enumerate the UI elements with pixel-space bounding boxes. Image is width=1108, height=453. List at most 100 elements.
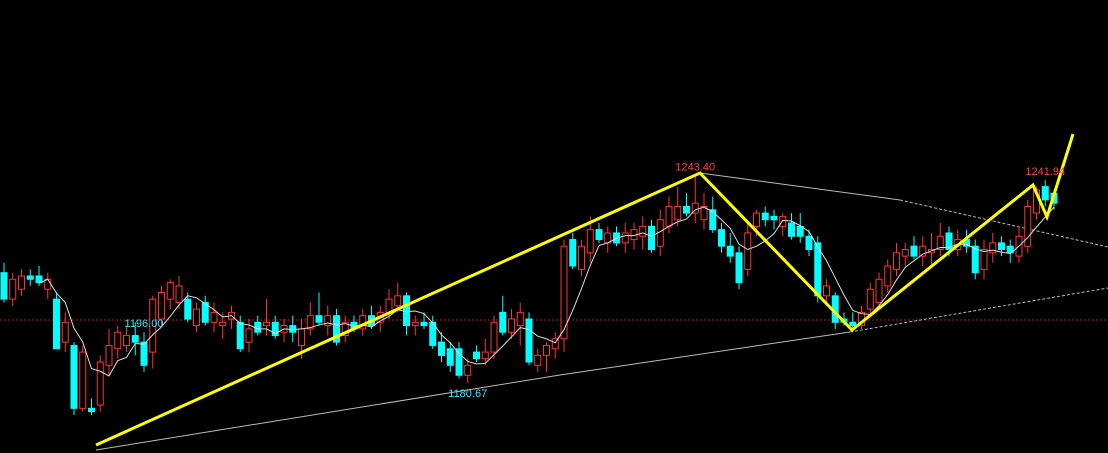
candle-body <box>9 278 17 300</box>
extreme-label: 1243.40 <box>675 161 715 173</box>
candle-body <box>1006 245 1014 254</box>
candle-body <box>490 321 498 353</box>
candle-body <box>79 351 87 409</box>
candle-body <box>508 318 515 333</box>
candle-body <box>61 321 69 343</box>
candle-body <box>184 298 192 320</box>
candle-body <box>123 335 130 346</box>
candle-body <box>35 275 43 284</box>
candle-body <box>718 229 725 247</box>
candle-body <box>70 344 78 409</box>
trend-line <box>899 199 1108 248</box>
candle-body <box>96 361 104 406</box>
candle-body <box>989 242 997 254</box>
candle-body <box>158 292 165 320</box>
candle-body <box>236 321 244 350</box>
candle-body <box>499 311 507 333</box>
candle-body <box>779 215 787 227</box>
candle-body <box>210 311 218 323</box>
candle-body <box>551 338 559 350</box>
candle-body <box>166 282 174 300</box>
candle-body <box>726 245 734 257</box>
candle-body <box>525 318 533 363</box>
extreme-label: 1241.94 <box>1025 166 1065 178</box>
candle-body <box>998 242 1005 250</box>
candle-body <box>744 232 752 270</box>
zigzag-drawing <box>95 133 1075 447</box>
candle-body <box>403 295 410 327</box>
candle-body <box>18 275 25 290</box>
trend-line <box>95 331 851 451</box>
trend-line <box>849 287 1108 333</box>
candle-body <box>875 278 883 303</box>
candle-body <box>53 298 60 350</box>
candle-body <box>788 222 795 237</box>
candle-body <box>0 272 8 300</box>
candle-body <box>411 321 419 327</box>
candle-body <box>683 205 690 214</box>
candle-body <box>315 315 323 323</box>
candle-body <box>569 239 577 267</box>
extreme-label: 1180.67 <box>448 388 487 400</box>
candles <box>0 175 1058 415</box>
candle-body <box>665 205 673 227</box>
candle-body <box>674 205 682 221</box>
candle-body <box>700 205 708 221</box>
candle-body <box>866 288 874 310</box>
moving-average <box>38 206 1055 377</box>
candle-body <box>560 245 568 340</box>
candle-body <box>901 248 909 257</box>
candle-body <box>796 225 804 237</box>
candle-body <box>333 315 340 343</box>
candle-body <box>114 331 122 350</box>
candle-body <box>254 321 262 333</box>
candle-body <box>193 308 200 327</box>
candle-body <box>473 351 480 360</box>
candle-body <box>910 245 918 257</box>
candle-body <box>219 321 227 327</box>
candle-body <box>543 344 550 356</box>
candle-body <box>648 225 655 250</box>
candle-body <box>438 341 445 356</box>
candle-body <box>893 252 900 270</box>
candle-body <box>26 275 34 280</box>
candle-body <box>578 245 585 270</box>
candle-body <box>324 315 332 327</box>
candle-body <box>140 341 148 366</box>
candle-body <box>385 298 393 313</box>
candle-body <box>464 364 472 376</box>
candle-body <box>534 354 542 366</box>
candle-body <box>586 229 594 254</box>
candle-body <box>1024 205 1032 247</box>
candle-body <box>446 348 454 366</box>
candle-body <box>621 232 629 244</box>
candle-body <box>884 265 892 287</box>
candle-body <box>298 328 305 346</box>
candle-body <box>88 407 95 413</box>
candle-body <box>481 351 489 360</box>
candle-body <box>691 202 699 214</box>
candle-body <box>770 215 778 221</box>
candle-body <box>271 321 279 337</box>
candle-body <box>149 298 157 353</box>
candle-body <box>455 348 463 376</box>
candle-body <box>980 248 988 270</box>
candle-body <box>709 209 717 231</box>
candle-body <box>175 285 183 303</box>
candle-body <box>1041 186 1049 201</box>
candle-body <box>639 225 647 237</box>
candle-body <box>849 321 857 327</box>
candle-body <box>805 235 813 250</box>
candle-body <box>971 245 979 274</box>
candle-body <box>936 235 944 250</box>
candle-body <box>735 252 743 284</box>
candle-body <box>595 229 603 241</box>
candle-body <box>306 315 314 330</box>
candle-body <box>131 335 139 343</box>
trend-line <box>699 172 901 201</box>
candle-body <box>516 311 524 327</box>
candle-body <box>289 325 297 333</box>
candle-body <box>105 344 113 366</box>
